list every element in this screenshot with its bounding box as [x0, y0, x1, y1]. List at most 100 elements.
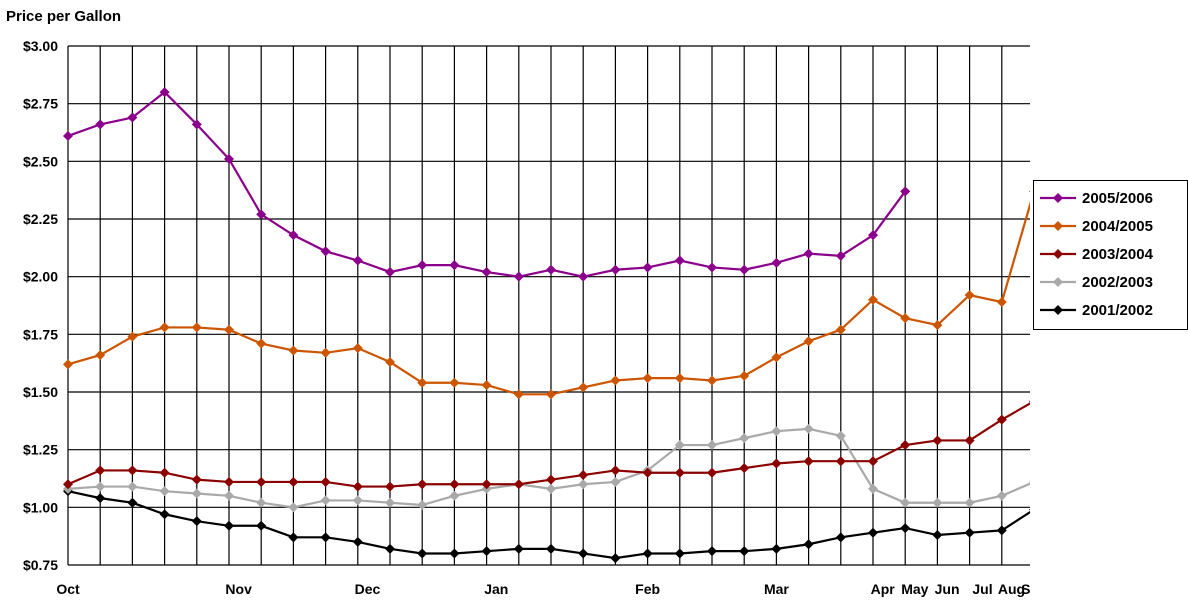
legend-label: 2003/2004 — [1082, 245, 1153, 263]
data-point — [159, 486, 170, 497]
data-point — [803, 248, 814, 259]
data-point — [191, 516, 202, 527]
series-line — [67, 402, 1030, 488]
data-point — [642, 548, 653, 559]
data-point — [868, 527, 878, 538]
y-axis-ticks: $0.75 $1.00 $1.25 $1.50 $1.75 $2.00 $2.25 $2.50… — [23, 38, 58, 573]
data-point — [385, 357, 395, 368]
x-tick-label: Jun — [935, 581, 960, 597]
data-point — [771, 257, 782, 268]
data-point — [578, 470, 589, 481]
data-point — [642, 262, 653, 273]
y-tick-label: $2.50 — [23, 153, 58, 169]
data-point — [900, 497, 911, 508]
data-point — [95, 465, 106, 476]
data-point — [320, 347, 331, 358]
x-tick-label: Aug — [998, 581, 1025, 597]
data-point — [739, 433, 750, 444]
data-point — [320, 532, 331, 543]
data-point — [610, 375, 621, 386]
data-point — [159, 322, 170, 333]
data-point — [642, 467, 653, 478]
data-point — [127, 465, 138, 476]
data-point — [191, 474, 202, 485]
data-point — [674, 440, 685, 451]
data-point — [868, 456, 878, 467]
data-point — [1029, 480, 1030, 483]
data-point — [191, 119, 202, 130]
data-point — [964, 497, 975, 508]
data-point — [288, 345, 299, 356]
legend-label: 2002/2003 — [1082, 273, 1153, 291]
data-point — [674, 548, 685, 559]
legend-item: 2005/2006 — [1040, 188, 1153, 208]
data-point — [352, 481, 363, 492]
data-point — [288, 502, 299, 513]
data-point — [63, 479, 73, 490]
y-tick-label: $2.25 — [23, 211, 58, 227]
data-point — [674, 255, 685, 266]
data-point — [159, 509, 170, 520]
y-tick-label: $0.75 — [23, 557, 58, 573]
data-point — [996, 297, 1007, 308]
data-point — [224, 154, 234, 165]
legend-label: 2005/2006 — [1082, 189, 1153, 207]
data-point — [95, 481, 106, 492]
data-point — [320, 476, 331, 487]
data-point — [481, 479, 492, 490]
y-tick-label: $1.75 — [23, 326, 58, 342]
data-point — [868, 294, 878, 305]
data-point — [481, 380, 492, 391]
data-point — [513, 389, 524, 400]
data-point — [771, 426, 782, 437]
x-tick-label: Apr — [871, 581, 896, 597]
data-point — [159, 467, 170, 478]
data-point — [127, 112, 138, 123]
data-point — [739, 463, 750, 474]
data-point — [835, 430, 846, 441]
data-point — [449, 548, 460, 559]
data-point — [771, 543, 782, 554]
data-point — [996, 525, 1007, 536]
data-point — [256, 520, 267, 531]
data-point — [320, 495, 331, 506]
data-point — [288, 230, 299, 241]
data-point — [1029, 400, 1030, 403]
data-point — [417, 500, 428, 511]
data-point — [707, 262, 717, 273]
series-2003-2004 — [63, 400, 1030, 492]
data-point — [707, 467, 717, 478]
data-point — [674, 373, 685, 384]
data-point — [224, 490, 234, 501]
data-point — [900, 440, 911, 451]
x-tick-label: Mar — [764, 581, 789, 597]
x-tick-label: Nov — [225, 581, 252, 597]
x-tick-label: Sep — [1021, 581, 1030, 597]
data-point — [739, 264, 750, 275]
data-point — [352, 343, 363, 354]
data-point — [642, 373, 653, 384]
data-point — [224, 476, 234, 487]
data-point — [803, 423, 814, 434]
data-point — [449, 490, 460, 501]
data-point — [256, 209, 267, 220]
data-point — [835, 324, 846, 335]
y-tick-label: $2.75 — [23, 96, 58, 112]
data-point — [256, 338, 267, 349]
data-point — [63, 359, 73, 370]
series-lines — [63, 87, 1030, 564]
data-point — [417, 548, 428, 559]
data-point — [932, 497, 943, 508]
data-point — [449, 260, 460, 271]
data-point — [95, 350, 106, 361]
data-point — [610, 553, 621, 564]
data-point — [256, 497, 267, 508]
data-point — [288, 532, 299, 543]
data-point — [191, 488, 202, 499]
legend-item: 2004/2005 — [1040, 216, 1153, 236]
data-point — [513, 271, 524, 282]
legend: 2005/2006 2004/2005 2003/2004 2002/2003 2001… — [1033, 180, 1188, 330]
legend-marker — [1040, 277, 1076, 287]
x-tick-label: May — [901, 581, 928, 597]
data-point — [546, 389, 556, 400]
